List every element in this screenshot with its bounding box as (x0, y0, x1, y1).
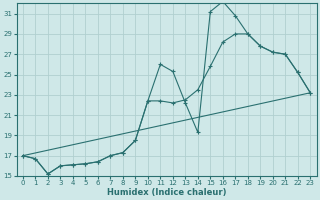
X-axis label: Humidex (Indice chaleur): Humidex (Indice chaleur) (107, 188, 226, 197)
